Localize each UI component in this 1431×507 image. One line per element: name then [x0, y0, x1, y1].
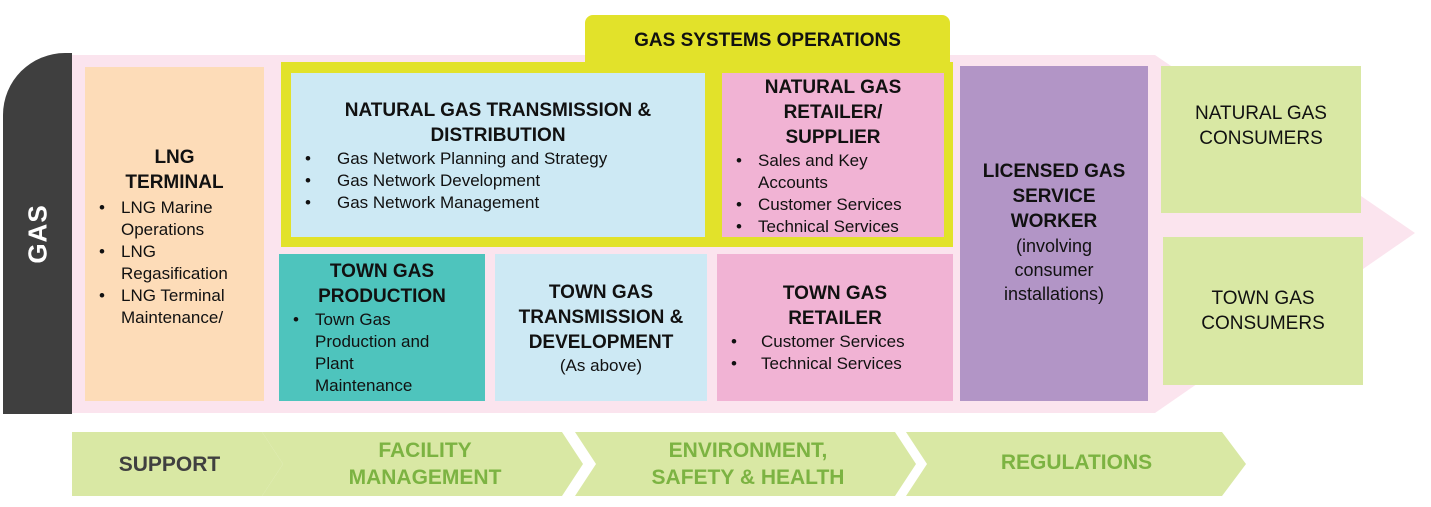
- list-item: Gas Network Development: [299, 170, 697, 192]
- list-item: Technical Services: [730, 216, 936, 238]
- list-item: Gas Network Planning and Strategy: [299, 148, 697, 170]
- ng-retailer-list: Sales and Key Accounts Customer Services…: [730, 150, 936, 238]
- list-item: Customer Services: [730, 194, 936, 216]
- gas-systems-operations-tab: GAS SYSTEMS OPERATIONS: [585, 15, 950, 67]
- chevron-support-label: SUPPORT: [118, 452, 221, 476]
- ng-retailer-title: NATURAL GAS RETAILER/ SUPPLIER: [764, 77, 902, 148]
- list-item: Technical Services: [725, 353, 945, 375]
- chevron-regulations-shape: [906, 432, 1246, 496]
- chevron-environment-shape: [575, 432, 916, 496]
- list-item: Gas Network Management: [299, 192, 697, 214]
- ng-retailer-box: NATURAL GAS RETAILER/ SUPPLIER Sales and…: [722, 73, 944, 238]
- town-gas-transmission-title: TOWN GAS TRANSMISSION & DEVELOPMENT: [518, 282, 684, 353]
- list-item: LNG Terminal Maintenance/: [93, 285, 256, 329]
- list-item: Customer Services: [725, 331, 945, 353]
- gas-side-label: GAS: [22, 203, 52, 264]
- licensed-worker-title: LICENSED GAS SERVICE WORKER: [982, 161, 1126, 232]
- chevron-regulations-label: REGULATIONS: [1000, 450, 1153, 474]
- town-gas-consumers-box: TOWN GAS CONSUMERS: [1163, 237, 1363, 385]
- list-item: Town Gas Production and Plant Maintenanc…: [287, 309, 477, 397]
- lng-terminal-title: LNG TERMINAL: [125, 147, 224, 193]
- list-item: Sales and Key Accounts: [730, 150, 936, 194]
- ng-transmission-title: NATURAL GAS TRANSMISSION & DISTRIBUTION: [344, 100, 652, 146]
- licensed-worker-box: LICENSED GAS SERVICE WORKER (involving c…: [960, 66, 1148, 401]
- chevron-support-shape: [72, 432, 283, 496]
- ng-transmission-list: Gas Network Planning and Strategy Gas Ne…: [299, 148, 697, 214]
- town-gas-retailer-title: TOWN GAS RETAILER: [782, 283, 888, 329]
- licensed-worker-note: (involving consumer installations): [1003, 236, 1105, 304]
- lng-terminal-box: LNG TERMINAL LNG Marine Operations LNG R…: [85, 67, 264, 401]
- town-gas-retailer-box: TOWN GAS RETAILER Customer Services Tech…: [717, 254, 953, 401]
- town-gas-consumers-label: TOWN GAS CONSUMERS: [1201, 288, 1325, 334]
- chevron-facility-label: FACILITY MANAGEMENT: [348, 439, 502, 489]
- natural-gas-consumers-box: NATURAL GAS CONSUMERS: [1161, 66, 1361, 213]
- chevron-facility-shape: [262, 432, 583, 496]
- natural-gas-consumers-label: NATURAL GAS CONSUMERS: [1195, 102, 1327, 149]
- lng-terminal-list: LNG Marine Operations LNG Regasification…: [93, 197, 256, 329]
- gas-systems-operations-label: GAS SYSTEMS OPERATIONS: [634, 30, 901, 51]
- town-gas-retailer-list: Customer Services Technical Services: [725, 331, 945, 375]
- town-gas-production-box: TOWN GAS PRODUCTION Town Gas Production …: [279, 254, 485, 401]
- town-gas-production-title: TOWN GAS PRODUCTION: [318, 261, 446, 307]
- gas-side-tab: GAS: [3, 53, 72, 414]
- list-item: LNG Marine Operations: [93, 197, 256, 241]
- chevron-environment-label: ENVIRONMENT, SAFETY & HEALTH: [651, 439, 845, 489]
- town-gas-production-list: Town Gas Production and Plant Maintenanc…: [287, 309, 477, 397]
- ng-transmission-box: NATURAL GAS TRANSMISSION & DISTRIBUTION …: [291, 73, 705, 237]
- list-item: LNG Regasification: [93, 241, 256, 285]
- town-gas-transmission-box: TOWN GAS TRANSMISSION & DEVELOPMENT (As …: [495, 254, 707, 401]
- town-gas-transmission-note: (As above): [559, 356, 643, 375]
